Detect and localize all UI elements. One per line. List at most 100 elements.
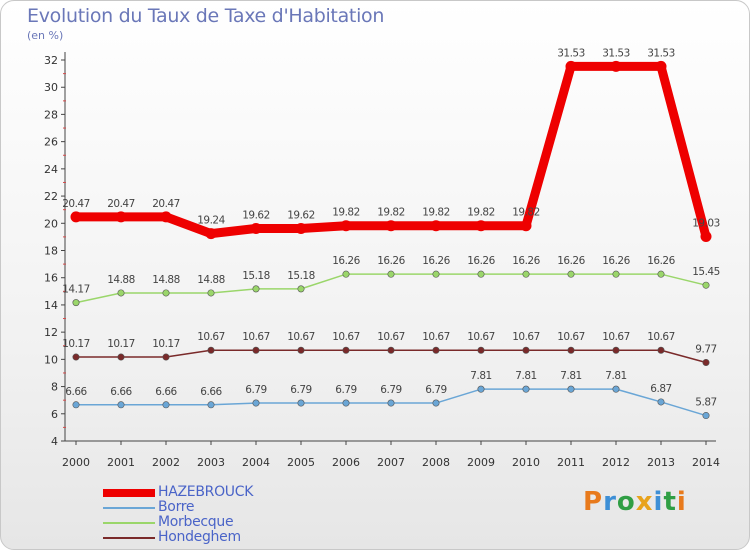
- x-tick-label: 2000: [62, 456, 90, 469]
- data-point: [567, 385, 575, 393]
- series-layer: [70, 60, 712, 420]
- y-tick-label: 18: [44, 245, 58, 258]
- data-label: 14.88: [107, 274, 135, 286]
- y-tick-label: 30: [44, 81, 58, 94]
- legend-label: HAZEBROUCK: [158, 484, 254, 500]
- data-label: 10.67: [197, 331, 225, 343]
- y-tick-label: 22: [44, 190, 58, 203]
- data-label: 10.17: [152, 338, 180, 350]
- data-point: [612, 385, 620, 393]
- logo-letter: i: [653, 487, 664, 517]
- x-tick-label: 2012: [602, 456, 630, 469]
- y-tick-label: 12: [44, 326, 58, 339]
- data-point: [612, 346, 620, 354]
- data-point: [72, 353, 80, 361]
- x-tick-label: 2005: [287, 456, 315, 469]
- data-label: 15.18: [242, 270, 270, 282]
- y-tick-label: 28: [44, 108, 58, 121]
- x-tick-label: 2013: [647, 456, 675, 469]
- x-tick-label: 2006: [332, 456, 360, 469]
- data-label: 10.17: [62, 338, 90, 350]
- data-label: 16.26: [557, 255, 585, 267]
- data-label: 31.53: [557, 47, 585, 59]
- data-point: [522, 270, 530, 278]
- data-label: 7.81: [560, 370, 581, 382]
- data-label: 20.47: [107, 198, 135, 210]
- data-label: 10.67: [557, 331, 585, 343]
- data-label: 16.26: [512, 255, 540, 267]
- y-tick-label: 8: [51, 381, 58, 394]
- data-point: [162, 401, 170, 409]
- legend-item-morbecque: Morbecque: [103, 515, 253, 530]
- data-point: [207, 289, 215, 297]
- data-point: [340, 220, 352, 232]
- data-label: 16.26: [467, 255, 495, 267]
- data-point: [250, 222, 262, 234]
- data-point: [520, 220, 532, 232]
- data-label: 10.67: [467, 331, 495, 343]
- data-label: 10.67: [512, 331, 540, 343]
- x-tick-label: 2011: [557, 456, 585, 469]
- y-tick-label: 6: [51, 408, 58, 421]
- x-tick-label: 2010: [512, 456, 540, 469]
- data-label: 10.67: [422, 331, 450, 343]
- x-tick-label: 2002: [152, 456, 180, 469]
- y-axis-unit-label: (en %): [27, 29, 64, 42]
- data-label: 6.87: [650, 383, 671, 395]
- logo-letter: P: [583, 487, 604, 517]
- data-point: [430, 220, 442, 232]
- data-label: 10.67: [287, 331, 315, 343]
- data-point: [205, 228, 217, 240]
- legend-label: Morbecque: [158, 514, 234, 530]
- legend-item-borre: Borre: [103, 500, 253, 515]
- data-label: 19.82: [467, 207, 495, 219]
- x-tick-label: 2007: [377, 456, 405, 469]
- data-point: [297, 399, 305, 407]
- x-tick-label: 2014: [692, 456, 720, 469]
- data-point: [252, 285, 260, 293]
- data-point: [612, 270, 620, 278]
- logo-letter: t: [663, 487, 677, 517]
- data-label: 19.24: [197, 215, 225, 227]
- data-point: [700, 230, 712, 242]
- y-tick-label: 4: [51, 435, 58, 448]
- data-point: [702, 412, 710, 420]
- data-label: 6.79: [245, 384, 266, 396]
- y-tick-label: 32: [44, 54, 58, 67]
- y-tick-label: 24: [44, 163, 58, 176]
- data-labels: 20.47 20.47 20.47 19.24 19.62 19.62 19.82 19.82…: [62, 47, 720, 408]
- data-label: 9.77: [695, 343, 716, 355]
- data-label: 19.82: [422, 207, 450, 219]
- data-label: 14.88: [197, 274, 225, 286]
- legend-swatch: [103, 488, 155, 497]
- data-label: 31.53: [647, 47, 675, 59]
- data-label: 16.26: [602, 255, 630, 267]
- data-point: [162, 353, 170, 361]
- data-point: [657, 398, 665, 406]
- data-point: [207, 346, 215, 354]
- data-point: [655, 60, 667, 72]
- data-point: [475, 220, 487, 232]
- data-point: [387, 399, 395, 407]
- data-point: [117, 353, 125, 361]
- data-label: 15.45: [692, 266, 720, 278]
- x-tick-label: 2008: [422, 456, 450, 469]
- data-point: [565, 60, 577, 72]
- legend-item-hazebrouck: HAZEBROUCK: [103, 485, 253, 500]
- data-point: [72, 401, 80, 409]
- data-point: [160, 211, 172, 223]
- data-label: 5.87: [695, 397, 716, 409]
- data-label: 10.67: [602, 331, 630, 343]
- y-tick-label: 20: [44, 217, 58, 230]
- logo-letter: x: [635, 487, 654, 517]
- data-label: 19.62: [287, 209, 315, 221]
- legend-label: Hondeghem: [158, 529, 241, 545]
- data-point: [387, 346, 395, 354]
- data-point: [297, 346, 305, 354]
- y-tick-label: 14: [44, 299, 58, 312]
- data-point: [477, 346, 485, 354]
- data-label: 16.26: [377, 255, 405, 267]
- data-point: [115, 211, 127, 223]
- legend: HAZEBROUCK Borre Morbecque Hondeghem: [103, 485, 253, 545]
